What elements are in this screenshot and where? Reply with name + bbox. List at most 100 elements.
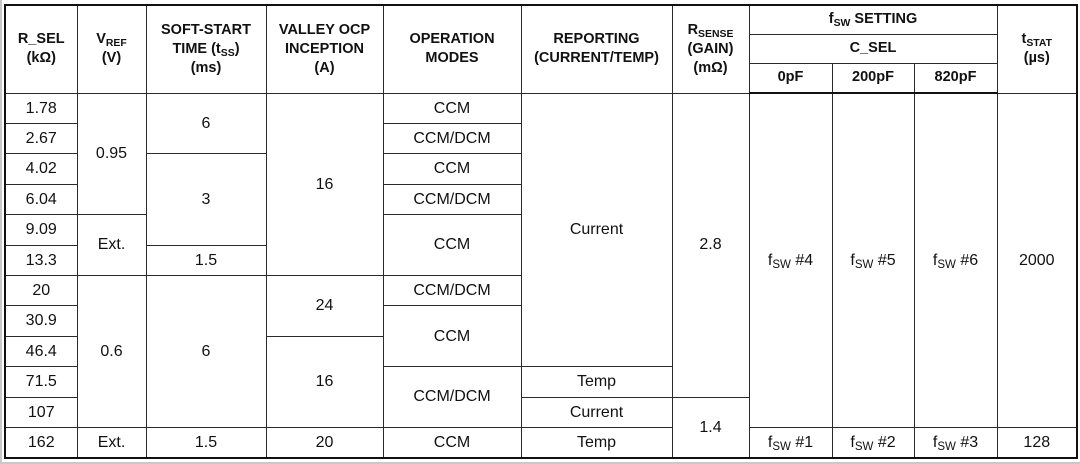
fsw-cell-820pf: fSW #6 (913, 92, 998, 428)
r-sense-cell: 1.4 (671, 396, 750, 459)
reporting-cell: Current (520, 92, 673, 368)
fsw-cell-0pf: fSW #4 (748, 92, 833, 428)
r-sel-cell: 20 (4, 274, 78, 307)
header-operation-modes-line2: MODES (425, 50, 479, 67)
r-sense-cell: 2.8 (671, 92, 750, 398)
fsw-sub: SW (937, 259, 956, 272)
v-ref-cell: Ext. (76, 214, 147, 276)
header-valley-ocp-line2: INCEPTION (285, 40, 364, 57)
t-stat-cell: 2000 (996, 92, 1078, 428)
header-soft-start: SOFT-START TIME (tSS) (ms) (145, 4, 267, 94)
valley-ocp-cell: 16 (265, 92, 384, 276)
header-r-sel: R_SEL (kΩ) (4, 4, 78, 94)
t-stat-base: t (1021, 31, 1027, 48)
fsw-number: #3 (955, 433, 979, 451)
header-reporting-line2: (CURRENT/TEMP) (534, 50, 659, 67)
r-sel-cell: 13.3 (4, 244, 78, 276)
valley-ocp-cell: 20 (265, 426, 384, 459)
fsw-setting-sub: SW (833, 18, 851, 30)
table-row: 2.67 CCM/DCM (4, 122, 1077, 155)
header-r-sense: RSENSE (GAIN) (mΩ) (671, 4, 750, 94)
soft-start-cell: 6 (145, 92, 267, 155)
operation-mode-cell: CCM (382, 426, 522, 459)
table-row: 9.09 Ext. CCM (4, 214, 1077, 276)
fsw-cell-200pf: fSW #2 (831, 426, 915, 459)
soft-start-cell: 3 (145, 153, 267, 246)
r-sel-cell: 6.04 (4, 183, 78, 216)
operation-mode-cell: CCM/DCM (382, 183, 522, 216)
fsw-base: f (850, 433, 855, 451)
reporting-cell: Temp (520, 366, 673, 398)
header-cap-200pf: 200pF (831, 62, 915, 94)
r-sel-cell: 46.4 (4, 335, 78, 368)
r-sel-cell: 2.67 (4, 122, 78, 155)
fsw-sub: SW (854, 259, 874, 272)
soft-start-cell: 1.5 (145, 244, 267, 276)
fsw-setting-base: f (828, 11, 834, 28)
header-valley-ocp-line1: VALLEY OCP (278, 21, 371, 38)
table-row: 6.04 CCM/DCM (4, 183, 1077, 216)
table-row: 30.9 CCM (4, 305, 1077, 368)
v-ref-cell: Ext. (76, 426, 147, 459)
header-r-sense-name: RSENSE (675, 21, 747, 40)
header-soft-start-unit: (ms) (190, 59, 222, 76)
r-sel-cell: 71.5 (4, 366, 78, 398)
header-r-sense-line2: (GAIN) (687, 40, 734, 57)
header-reporting: REPORTING (CURRENT/TEMP) (520, 4, 673, 94)
operation-mode-cell: CCM (382, 92, 522, 124)
table-row: 20 0.6 6 24 CCM/DCM (4, 274, 1077, 428)
fsw-base: f (932, 433, 938, 451)
header-r-sel-name: R_SEL (17, 31, 65, 48)
r-sense-base: R (687, 21, 699, 38)
fsw-setting-post: SETTING (850, 11, 918, 28)
header-v-ref-unit: (V) (101, 50, 122, 67)
fsw-sub: SW (772, 259, 791, 272)
resistor-configuration-table: R_SEL (kΩ) VREF (V) SOFT-START TIME (tSS… (4, 4, 1079, 459)
t-stat-cell: 128 (996, 426, 1078, 459)
soft-start-pre: TIME (t (172, 40, 221, 57)
r-sel-cell: 1.78 (4, 92, 78, 124)
r-sel-cell: 30.9 (4, 305, 78, 337)
v-ref-base: V (96, 31, 106, 48)
header-valley-ocp: VALLEY OCP INCEPTION (A) (265, 4, 384, 94)
operation-mode-cell: CCM (382, 153, 522, 185)
header-r-sel-unit: (kΩ) (26, 50, 56, 67)
reporting-cell: Current (520, 396, 673, 428)
table-row: 1.78 0.95 6 16 CCM Current 2.8 fSW #4 fS… (4, 92, 1078, 428)
header-operation-modes-line1: OPERATION (409, 31, 495, 48)
fsw-sub: SW (772, 441, 791, 454)
r-sel-cell: 107 (4, 396, 78, 428)
table-row: 4.02 3 CCM (4, 153, 1077, 246)
fsw-number: #5 (873, 251, 896, 269)
header-cap-820pf: 820pF (913, 62, 998, 94)
fsw-sub: SW (937, 441, 956, 454)
header-valley-ocp-unit: (A) (314, 59, 335, 76)
fsw-base: f (767, 251, 773, 269)
header-v-ref: VREF (V) (76, 4, 147, 94)
fsw-cell-0pf: fSW #1 (748, 426, 833, 459)
r-sel-cell: 9.09 (4, 214, 78, 246)
v-ref-cell: 0.6 (76, 274, 147, 428)
r-sel-cell: 162 (4, 426, 78, 459)
fsw-number: #2 (873, 433, 896, 451)
operation-mode-cell: CCM (382, 305, 522, 368)
fsw-base: f (767, 433, 773, 451)
operation-mode-cell: CCM/DCM (382, 122, 522, 155)
soft-start-post: ) (234, 40, 240, 57)
header-c-sel: C_SEL (748, 33, 998, 64)
valley-ocp-cell: 24 (265, 274, 384, 337)
valley-ocp-cell: 16 (265, 335, 384, 428)
header-soft-start-line2: TIME (tSS) (149, 40, 264, 59)
v-ref-cell: 0.95 (76, 92, 147, 216)
header-cap-0pf: 0pF (748, 62, 833, 94)
fsw-base: f (932, 251, 938, 269)
soft-start-sub: SS (220, 47, 235, 59)
table-row: 107 Current 1.4 (4, 396, 1077, 459)
header-t-stat: tSTAT (µs) (996, 4, 1078, 94)
header-t-stat-unit: (µs) (1023, 50, 1050, 67)
fsw-cell-820pf: fSW #3 (913, 426, 998, 459)
v-ref-sub: REF (105, 38, 127, 50)
header-r-sense-unit: (mΩ) (693, 59, 728, 76)
table-row: 162 Ext. 1.5 20 CCM Temp fSW #1 fSW #2 f… (4, 426, 1078, 459)
